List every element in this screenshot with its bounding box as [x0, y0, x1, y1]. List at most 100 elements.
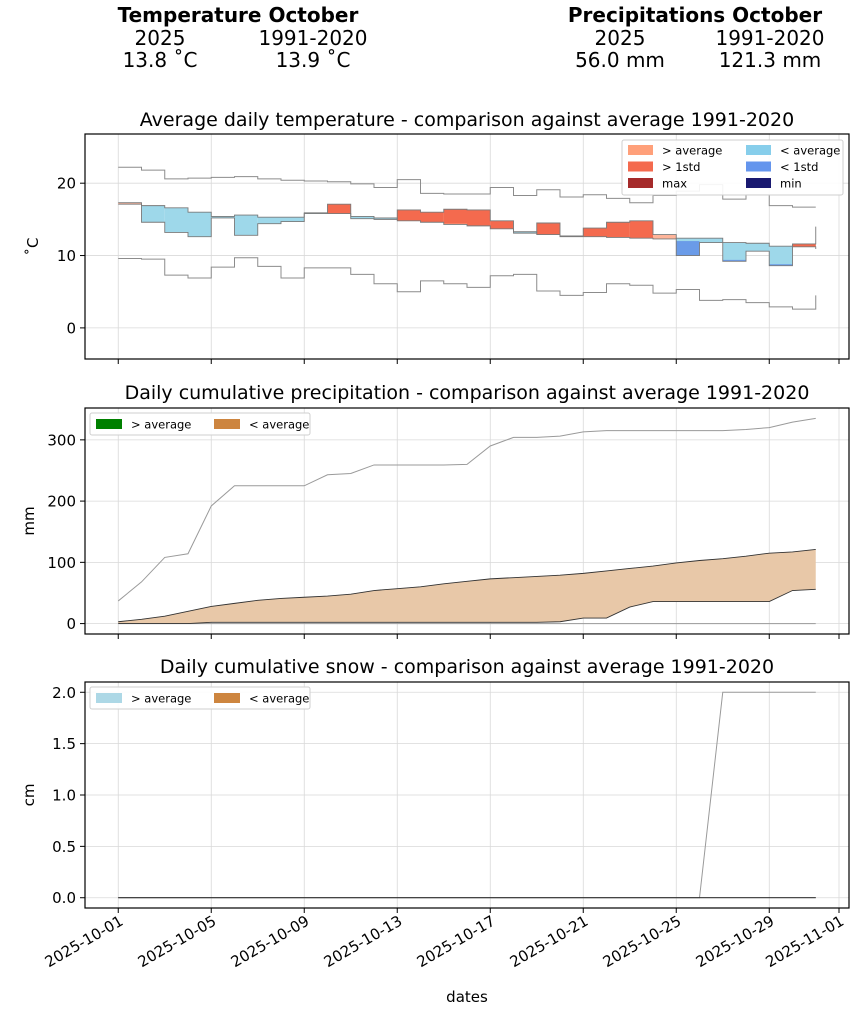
legend-label: min [780, 177, 802, 191]
legend-label: > average [662, 144, 722, 158]
legend-label: < average [249, 418, 309, 432]
chart-title: Daily cumulative snow - comparison again… [160, 656, 774, 678]
below-average-fill [188, 212, 212, 237]
plot-frame [84, 133, 850, 360]
x-tick-label: 2025-10-29 [693, 912, 778, 971]
legend: > average < average [89, 412, 311, 436]
below-average-fill [118, 549, 816, 624]
plot-area [118, 691, 816, 899]
legend-box [621, 139, 844, 196]
series-average-line [118, 203, 817, 250]
plot-area [118, 166, 817, 310]
legend-box [89, 686, 311, 710]
chart-panel-2: Daily cumulative precipitation - compari… [20, 382, 850, 639]
precipitation-summary: Precipitations October [555, 4, 835, 26]
above-1std-fill [583, 228, 607, 237]
y-ticks: 0.0 0.5 1.0 1.5 2.0 [52, 684, 85, 907]
below-average-fill [164, 207, 188, 233]
series-2025-line [118, 588, 816, 625]
above-1std-fill [397, 209, 421, 221]
y-tick-label: 0.0 [52, 889, 76, 907]
x-tick-label: 2025-11-01 [762, 912, 847, 971]
below-average-fill [699, 238, 723, 243]
x-ticks [117, 359, 840, 364]
legend-swatch [628, 178, 653, 188]
below-average-fill [281, 217, 305, 222]
legend-label: < average [780, 144, 840, 158]
legend-label: > average [131, 418, 191, 432]
temperature-summary: Temperature October [100, 4, 376, 26]
below-1std-fill [769, 264, 793, 266]
y-tick-label: 200 [47, 493, 76, 511]
chart-title: Daily cumulative precipitation - compari… [125, 382, 810, 404]
below-average-fill [141, 205, 165, 223]
x-tick-label: 2025-10-13 [321, 912, 406, 971]
legend-swatch [96, 693, 122, 703]
x-tick-label: 2025-10-25 [600, 912, 685, 971]
y-axis-label: mm [20, 506, 38, 535]
y-tick-label: 1.5 [52, 735, 76, 753]
legend-swatch [214, 419, 240, 429]
precipitation-col-current: 2025 [594, 26, 646, 50]
below-average-fill [211, 216, 235, 218]
below-1std-fill [722, 259, 746, 262]
chart-title: Average daily temperature - comparison a… [140, 109, 794, 131]
series-min-line [118, 257, 817, 310]
x-tick-label: 2025-10-09 [228, 912, 313, 971]
x-tick-label: 2025-10-21 [507, 912, 592, 971]
legend-swatch [214, 693, 240, 703]
below-average-fill [374, 217, 398, 220]
below-1std-fill [676, 241, 700, 256]
y-axis-label: ˚C [24, 238, 42, 256]
y-tick-label: 2.0 [52, 684, 76, 702]
series-max-line [117, 417, 816, 602]
above-1std-fill [629, 220, 653, 239]
y-ticks: 0 10 20 [57, 175, 85, 337]
x-ticks [117, 908, 840, 913]
above-average-fill [118, 202, 142, 205]
y-tick-label: 1.0 [52, 787, 76, 805]
legend-swatch [628, 145, 653, 155]
x-tick-label: 2025-10-01 [42, 912, 127, 971]
temperature-col-reference: 1991-2020 [258, 26, 368, 50]
above-1std-fill [420, 212, 444, 223]
legend-box [89, 412, 311, 436]
above-1std-fill [792, 243, 816, 247]
plot-frame [84, 407, 850, 635]
x-tick-label: 2025-10-05 [135, 912, 220, 971]
precipitation-col-reference: 1991-2020 [715, 26, 825, 50]
below-average-fill [350, 216, 374, 219]
above-average-fill [653, 234, 677, 239]
y-tick-label: 10 [57, 247, 76, 265]
series-average-line [118, 549, 816, 623]
x-tick-labels: 2025-10-01 2025-10-05 2025-10-09 2025-10-13… [42, 912, 847, 971]
below-average-fill [234, 215, 258, 236]
legend-label: < average [249, 692, 309, 706]
precipitation-summary-title: Precipitations October [567, 3, 823, 27]
above-1std-fill [536, 222, 560, 235]
legend-swatch [628, 161, 653, 172]
legend-label: max [662, 177, 687, 191]
temperature-col-current: 2025 [134, 26, 186, 50]
x-ticks [117, 634, 840, 639]
y-tick-label: 0.5 [52, 838, 76, 856]
above-1std-fill [443, 209, 467, 224]
below-average-fill [722, 242, 746, 262]
temperature-summary-title: Temperature October [117, 3, 359, 27]
below-average-fill [746, 243, 770, 252]
y-tick-label: 0 [66, 615, 76, 633]
y-tick-label: 20 [57, 175, 76, 193]
legend-swatch [746, 161, 771, 172]
legend: > average < average [89, 686, 311, 710]
precipitation-val-current: 56.0 mm [575, 48, 665, 72]
legend-label: > average [131, 692, 191, 706]
temperature-val-reference: 13.9 ˚C [275, 48, 351, 72]
y-tick-label: 0 [66, 319, 76, 337]
y-tick-label: 300 [47, 431, 76, 449]
temperature-val-current: 13.8 ˚C [122, 48, 198, 72]
legend: > average < average > 1std < 1std max min [621, 139, 844, 196]
y-ticks: 0 100 200 300 [47, 431, 85, 633]
series-2025-line [118, 202, 817, 267]
